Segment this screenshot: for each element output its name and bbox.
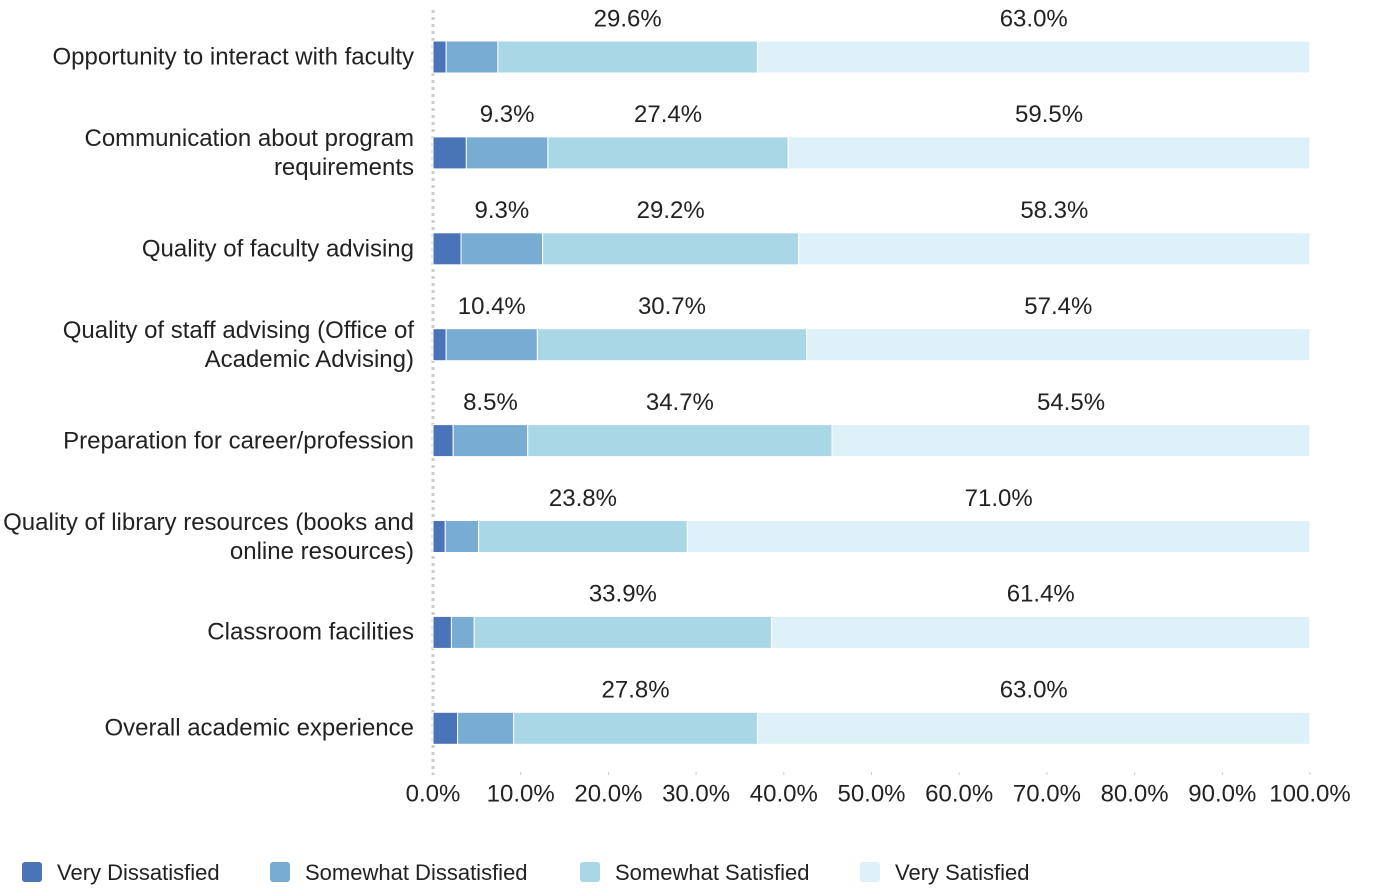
category-label: Classroom facilities [207, 618, 414, 646]
bar-segment [527, 424, 833, 458]
bar-segment [497, 40, 758, 74]
category-label: Preparation for career/profession [63, 427, 414, 455]
bar-segment [547, 136, 789, 170]
data-label: 33.9% [589, 581, 657, 608]
data-label: 10.4% [458, 293, 526, 320]
bar-segment [536, 328, 808, 362]
bar-segment [432, 40, 447, 74]
bar-segment [432, 328, 447, 362]
legend-label: Very Dissatisfied [57, 860, 220, 885]
bar-segment [432, 232, 462, 266]
bar-segment [806, 328, 1311, 362]
data-label: 54.5% [1037, 389, 1105, 416]
bar-segment [432, 424, 454, 458]
data-label: 61.4% [1007, 581, 1075, 608]
category-label: Communication about program requirements [84, 124, 415, 181]
x-tick-label: 20.0% [574, 780, 642, 807]
legend-label: Somewhat Dissatisfied [305, 860, 528, 885]
category-label: Opportunity to interact with faculty [52, 43, 415, 71]
data-label: 34.7% [646, 389, 714, 416]
data-label: 23.8% [549, 485, 617, 512]
bar-segment [686, 520, 1311, 553]
bar-segment [444, 520, 480, 553]
bar-segment [445, 328, 538, 362]
bar-segment [831, 424, 1311, 458]
data-label: 58.3% [1020, 197, 1088, 224]
bar-segment [798, 232, 1311, 266]
bar-segment [450, 615, 475, 649]
x-tick-label: 100.0% [1269, 780, 1350, 807]
legend-swatch [22, 862, 42, 882]
data-label: 63.0% [1000, 677, 1068, 704]
data-label: 8.5% [463, 389, 518, 416]
legend-swatch [270, 862, 290, 882]
data-label: 9.3% [480, 101, 535, 128]
data-label: 9.3% [474, 197, 529, 224]
bar-segment [445, 40, 499, 74]
category-label: Overall academic experience [104, 714, 414, 742]
data-label: 29.2% [637, 197, 705, 224]
bar-segment [756, 40, 1311, 74]
bar-segment [465, 136, 549, 170]
legend-label: Somewhat Satisfied [615, 860, 809, 885]
legend-label: Very Satisfied [895, 860, 1030, 885]
legend-swatch [580, 862, 600, 882]
category-label: Quality of faculty advising [141, 235, 414, 263]
bar-segment [457, 711, 515, 745]
bar-segment [432, 711, 459, 745]
bar-segment [432, 136, 467, 170]
data-label: 57.4% [1024, 293, 1092, 320]
data-label: 29.6% [594, 5, 662, 32]
x-tick-label: 70.0% [1013, 780, 1081, 807]
x-tick-label: 0.0% [406, 780, 461, 807]
data-label: 27.4% [634, 101, 702, 128]
bar-segment [460, 232, 544, 266]
bar-segment [756, 711, 1311, 745]
x-tick-label: 30.0% [662, 780, 730, 807]
data-label: 27.8% [602, 677, 670, 704]
bar-segment [432, 615, 452, 649]
x-tick-label: 10.0% [487, 780, 555, 807]
x-tick-label: 90.0% [1188, 780, 1256, 807]
bar-segment [473, 615, 773, 649]
data-label: 71.0% [965, 485, 1033, 512]
data-label: 59.5% [1015, 101, 1083, 128]
x-tick-label: 50.0% [837, 780, 905, 807]
bar-segment [513, 711, 758, 745]
data-label: 63.0% [1000, 5, 1068, 32]
category-label: Quality of library resources (books and … [3, 508, 414, 565]
category-label: Quality of staff advising (Office of Aca… [62, 316, 414, 373]
bar-segment [432, 520, 446, 553]
data-label: 30.7% [638, 293, 706, 320]
bar-segment [478, 520, 688, 553]
bar-segment [787, 136, 1311, 170]
bar-segment [452, 424, 529, 458]
x-tick-label: 40.0% [750, 780, 818, 807]
legend-swatch [860, 862, 880, 882]
bar-segment [771, 615, 1311, 649]
x-tick-label: 80.0% [1101, 780, 1169, 807]
x-tick-label: 60.0% [925, 780, 993, 807]
bar-segment [542, 232, 800, 266]
